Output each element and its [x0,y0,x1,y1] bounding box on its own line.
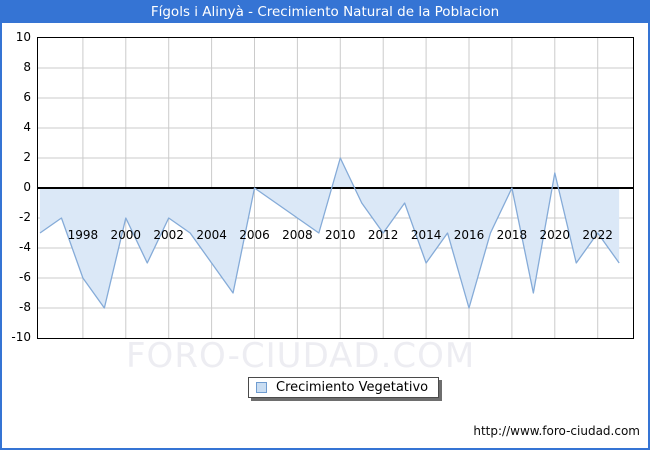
y-axis-tick-label: 8 [23,60,31,74]
area-chart [38,38,633,338]
x-axis-tick-label: 1998 [67,228,99,242]
y-axis-tick-label: -4 [19,240,31,254]
y-axis-tick-label: 4 [23,120,31,134]
x-axis-tick-label: 2016 [453,228,485,242]
x-axis-tick-label: 2012 [367,228,399,242]
y-axis-tick-label: -8 [19,300,31,314]
legend-label: Crecimiento Vegetativo [276,380,429,395]
legend-item[interactable]: Crecimiento Vegetativo [248,377,440,398]
x-axis-tick-label: 2018 [496,228,528,242]
series-line [39,157,620,309]
x-axis-tick-label: 2022 [582,228,613,242]
x-axis-tick-label: 2000 [110,228,142,242]
x-axis-tick-label: 2006 [239,228,270,242]
plot-area: 1998 2000 2002 2004 2006 2008 2010 2012 2014 2016… [37,37,634,339]
x-axis-tick-label: 2014 [410,228,442,242]
chart-title: Fígols i Alinyà - Crecimiento Natural de… [150,4,500,20]
y-axis-tick-label: -10 [11,330,31,344]
x-axis-tick-label: 2008 [282,228,313,242]
y-axis-tick-label: 2 [23,150,31,164]
series-swatch-icon [256,382,267,393]
title-bar: Fígols i Alinyà - Crecimiento Natural de… [2,2,648,23]
y-axis-tick-label: 10 [15,30,31,44]
x-axis-tick-label: 2020 [539,228,571,242]
x-axis-tick-label: 2010 [325,228,356,242]
footer-link[interactable]: http://www.foro-ciudad.com [473,424,640,438]
area-fill [40,158,620,308]
y-axis-tick-label: -6 [19,270,31,284]
x-axis-tick-label: 2002 [153,228,184,242]
y-axis-tick-label: 6 [23,90,31,104]
watermark: FORO-CIUDAD.COM [126,336,476,376]
x-axis-tick-label: 2004 [196,228,227,242]
y-axis-tick-label: -2 [19,210,31,224]
y-axis-tick-label: 0 [23,180,31,194]
